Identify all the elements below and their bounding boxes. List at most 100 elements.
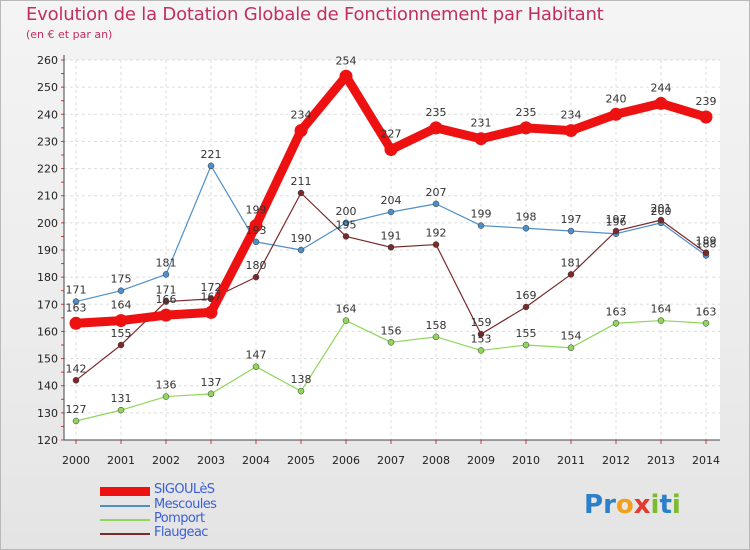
legend-swatch [100, 505, 150, 507]
y-tick-label: 260 [37, 54, 58, 67]
data-point [342, 317, 350, 324]
data-label: 181 [561, 256, 582, 269]
data-point [612, 227, 620, 235]
data-point [252, 273, 260, 281]
data-label: 154 [561, 330, 582, 343]
x-tick-label: 2006 [332, 454, 360, 467]
x-axis-ticks: 2000 2001 2002 2003 2004 2005 2006 2007 2008 2009… [62, 454, 720, 467]
logo-letter: x [633, 490, 651, 520]
logo-letter: i [671, 490, 681, 520]
data-label: 171 [66, 284, 87, 297]
data-label: 240 [606, 92, 627, 105]
x-tick-label: 2013 [647, 454, 675, 467]
data-point [207, 162, 215, 170]
data-label: 164 [336, 303, 357, 316]
data-point [162, 298, 170, 305]
data-point [564, 124, 578, 138]
data-label: 159 [471, 316, 492, 329]
data-point [567, 344, 575, 351]
data-label: 131 [111, 392, 132, 405]
y-tick-label: 210 [37, 190, 58, 203]
y-tick-label: 170 [37, 298, 58, 311]
data-label: 153 [471, 332, 492, 345]
data-point [204, 305, 218, 319]
data-label: 235 [426, 106, 447, 119]
data-label: 163 [696, 305, 717, 318]
y-tick-label: 180 [37, 271, 58, 284]
data-point [249, 219, 263, 233]
data-point [522, 225, 530, 232]
chart-subtitle: (en € et par an) [26, 28, 113, 41]
data-label: 190 [291, 232, 312, 245]
data-point [339, 69, 353, 83]
data-label: 196 [606, 216, 627, 229]
data-label: 192 [426, 227, 447, 240]
logo-letter: t [659, 490, 672, 520]
data-point [702, 249, 710, 256]
data-label: 191 [381, 229, 402, 242]
data-point [477, 330, 485, 338]
data-label: 193 [246, 224, 267, 237]
y-tick-label: 190 [37, 244, 58, 257]
data-label: 197 [561, 213, 582, 226]
data-point [474, 132, 488, 146]
data-label: 197 [606, 213, 627, 226]
data-point [519, 121, 533, 135]
chart-title: Evolution de la Dotation Globale de Fonc… [26, 4, 604, 25]
data-label: 201 [651, 202, 672, 215]
data-label: 189 [696, 235, 717, 248]
legend-label: Pomport [154, 511, 205, 526]
data-point [522, 303, 530, 311]
data-point [72, 377, 80, 384]
data-point [297, 246, 305, 254]
y-tick-label: 140 [37, 380, 58, 393]
data-label: 198 [516, 210, 537, 223]
data-point [387, 244, 395, 251]
data-point [429, 121, 443, 135]
data-point [657, 317, 665, 324]
legend-label: SIGOULèS [154, 482, 215, 497]
x-tick-label: 2009 [467, 454, 495, 467]
axes [61, 55, 720, 444]
data-label: 164 [651, 303, 672, 316]
x-tick-label: 2011 [557, 454, 585, 467]
y-tick-label: 120 [37, 434, 58, 447]
data-point [702, 320, 710, 327]
y-axis-ticks: 120 130 140 150 160 170 180 190 200 210 220 230 240 2… [37, 54, 58, 447]
data-label: 180 [246, 259, 267, 272]
data-point [477, 347, 485, 354]
data-label: 231 [471, 117, 492, 130]
data-label: 167 [201, 290, 222, 303]
logo-letter: o [615, 490, 634, 520]
y-tick-label: 230 [37, 135, 58, 148]
data-point [297, 387, 305, 395]
y-tick-label: 220 [37, 163, 58, 176]
data-label: 188 [696, 237, 717, 250]
data-label: 195 [336, 218, 357, 231]
data-point [69, 316, 83, 330]
data-label: 199 [246, 204, 267, 217]
y-tick-label: 130 [37, 407, 58, 420]
data-point [117, 341, 125, 349]
data-label: 211 [291, 175, 312, 188]
data-label: 155 [111, 327, 132, 340]
data-point [522, 341, 530, 349]
data-label: 136 [156, 379, 177, 392]
data-label: 138 [291, 373, 312, 386]
data-label: 227 [381, 128, 402, 141]
data-point [384, 143, 398, 157]
data-point [567, 271, 575, 278]
y-tick-label: 240 [37, 108, 58, 121]
data-point [699, 110, 713, 124]
data-label: 137 [201, 376, 222, 389]
data-label: 142 [66, 362, 87, 375]
data-label: 158 [426, 319, 447, 332]
data-point [432, 200, 440, 208]
x-tick-label: 2003 [197, 454, 225, 467]
logo-letter: i [650, 490, 660, 520]
data-point [117, 406, 125, 414]
data-label: 254 [336, 54, 357, 67]
data-label: 163 [66, 301, 87, 314]
x-tick-label: 2014 [692, 454, 720, 467]
